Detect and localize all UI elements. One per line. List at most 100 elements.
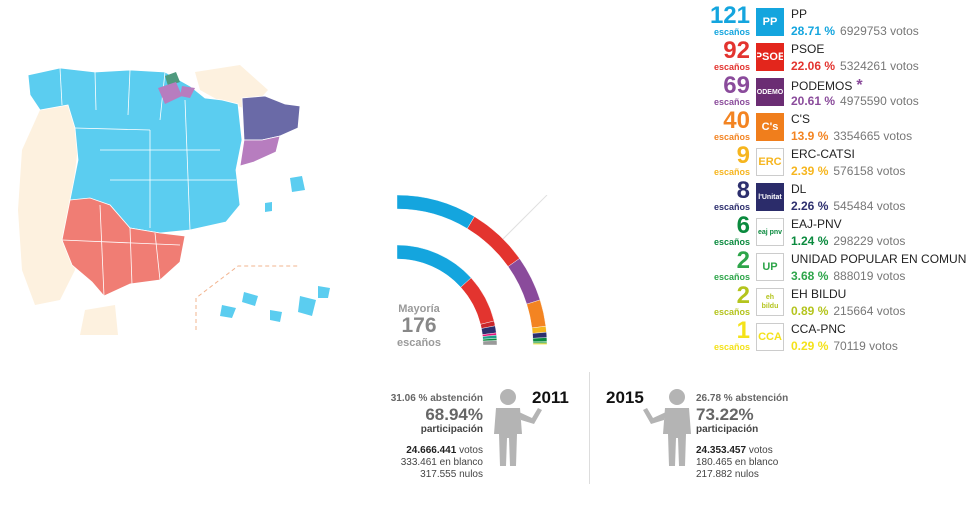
- party-logo-text: eaj pnv: [757, 228, 783, 236]
- year-2011: 2011: [532, 388, 569, 407]
- party-votes: 5324261 votos: [840, 59, 919, 73]
- party-row: 8 escaños l'Unitat DL 2.26 % 545484 votos: [700, 179, 976, 214]
- party-pct: 13.9 % 3354665 votos: [791, 129, 913, 143]
- abstention-2011: 31.06 % abstención: [390, 393, 483, 404]
- map-region-podemos: [158, 82, 182, 104]
- party-seats: 9: [736, 142, 750, 169]
- party-row: 2 escaños eh bildu EH BILDU 0.89 % 215664 vot…: [700, 284, 976, 319]
- party-logo-text: CCA: [758, 330, 782, 343]
- party-seats: 6: [736, 212, 750, 239]
- party-seats: 121: [709, 2, 750, 29]
- party-seats: 69: [723, 72, 750, 99]
- party-logo-text: C's: [761, 120, 779, 133]
- party-pct: 3.68 % 888019 votos: [791, 269, 906, 283]
- party-name: C'S: [791, 112, 810, 126]
- party-seats: 2: [736, 247, 750, 274]
- parliament-arcs: [396, 195, 548, 346]
- party-votes: 6929753 votos: [840, 24, 919, 38]
- map-region-pp: [265, 202, 272, 212]
- party-row: 9 escaños ERC ERC-CATSI 2.39 % 576158 votos: [700, 144, 976, 179]
- arc-segment-2015: [532, 344, 548, 346]
- party-seats-unit: escaños: [713, 167, 750, 177]
- map-region-podemos: [239, 135, 281, 167]
- arc-segment-2015: [532, 337, 548, 343]
- party-logo-text: UP: [762, 260, 778, 273]
- land-background: [80, 305, 118, 335]
- party-logo: PODEMOS: [756, 78, 784, 106]
- map-region-pp: [318, 286, 330, 298]
- land-background: [18, 100, 80, 305]
- divider: [589, 372, 590, 484]
- party-logo-text: PODEMOS: [757, 88, 783, 96]
- party-row: 2 escaños UP UNIDAD POPULAR EN COMUN 3.68 % 8…: [700, 249, 976, 284]
- party-seats: 2: [736, 282, 750, 309]
- party-row: 6 escaños eaj pnv EAJ-PNV 1.24 % 298229 votos: [700, 214, 976, 249]
- party-pct: 22.06 % 5324261 votos: [791, 59, 919, 73]
- party-name: PODEMOS *: [791, 77, 863, 94]
- arc-segment-2011: [460, 277, 495, 325]
- party-logo: PSOE: [756, 43, 784, 71]
- votes-2015: 24.353.457 votos 180.465 en blanco 217.8…: [696, 445, 779, 480]
- arc-segment-2015: [532, 332, 548, 339]
- party-seats-unit: escaños: [713, 307, 750, 317]
- map-borders: [59, 67, 236, 231]
- party-votes: 888019 votos: [833, 269, 906, 283]
- map-region-erc: [241, 95, 301, 141]
- map-region-pp: [220, 305, 236, 318]
- map-region-pp: [270, 310, 282, 322]
- party-name: EAJ-PNV: [791, 217, 842, 231]
- party-seats-unit: escaños: [713, 272, 750, 282]
- majority-label: Mayoría 176 escaños: [392, 303, 446, 349]
- party-results-list: 121 escaños PP PP 28.71 % 6929753 votos 92 esca…: [700, 4, 976, 354]
- star-icon: *: [856, 77, 863, 94]
- party-seats-unit: escaños: [713, 237, 750, 247]
- party-row: 121 escaños PP PP 28.71 % 6929753 votos: [700, 4, 976, 39]
- map-canary-frame: [195, 265, 300, 330]
- party-logo: ERC: [756, 148, 784, 176]
- party-logo-text: ERC: [758, 155, 782, 168]
- party-seats-unit: escaños: [713, 62, 750, 72]
- arc-segment-2011: [482, 340, 498, 346]
- party-pct: 0.29 % 70119 votos: [791, 339, 898, 353]
- votes-2011: 24.666.441 votos 333.461 en blanco 317.5…: [400, 445, 483, 480]
- abstention-2015: 26.78 % abstención: [696, 393, 789, 404]
- map-region-pp: [298, 296, 316, 316]
- party-pct: 20.61 % 4975590 votos: [791, 94, 919, 108]
- party-votes: 215664 votos: [833, 304, 906, 318]
- party-seats-unit: escaños: [713, 27, 750, 37]
- majority-title: Mayoría: [398, 303, 440, 315]
- party-row: 40 escaños C's C'S 13.9 % 3354665 votos: [700, 109, 976, 144]
- party-logo-text: l'Unitat: [758, 193, 782, 201]
- party-logo: C's: [756, 113, 784, 141]
- majority-seats: 176: [401, 314, 437, 337]
- party-seats-unit: escaños: [713, 97, 750, 107]
- map-region-podemos: [180, 86, 195, 98]
- party-votes: 576158 votos: [833, 164, 906, 178]
- party-pct: 1.24 % 298229 votos: [791, 234, 906, 248]
- year-2015: 2015: [606, 388, 644, 407]
- party-logo: eh bildu: [756, 288, 784, 316]
- party-votes: 70119 votos: [833, 339, 898, 353]
- party-logo-text: PSOE: [757, 50, 783, 63]
- party-row: 92 escaños PSOE PSOE 22.06 % 5324261 votos: [700, 39, 976, 74]
- spain-map: [18, 65, 330, 335]
- party-logo-text: PP: [762, 15, 778, 28]
- party-votes: 3354665 votos: [833, 129, 913, 143]
- party-logo: eaj pnv: [756, 218, 784, 246]
- party-row: 1 escaños CCA CCA-PNC 0.29 % 70119 votos: [700, 319, 976, 354]
- party-logo: UP: [756, 253, 784, 281]
- arc-segment-2015: [396, 195, 475, 229]
- party-logo: PP: [756, 8, 784, 36]
- party-name: DL: [791, 182, 807, 196]
- party-name: EH BILDU: [791, 287, 847, 301]
- majority-guide-line: [500, 195, 548, 242]
- party-seats: 8: [736, 177, 750, 204]
- party-seats: 92: [723, 37, 750, 64]
- party-name: UNIDAD POPULAR EN COMUN: [791, 252, 967, 266]
- map-borders: [61, 204, 181, 297]
- participation-2011: 68.94% participación: [420, 405, 483, 436]
- party-logo: l'Unitat: [756, 183, 784, 211]
- party-pct: 28.71 % 6929753 votos: [791, 24, 919, 38]
- party-seats-unit: escaños: [713, 202, 750, 212]
